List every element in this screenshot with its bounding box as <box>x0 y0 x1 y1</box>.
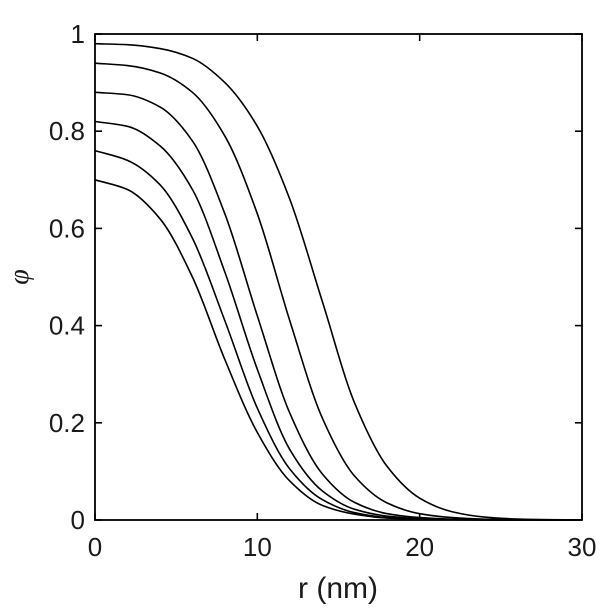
series-line-3 <box>94 120 582 521</box>
series-line-6 <box>94 42 583 521</box>
y-axis-label: φ <box>4 269 35 285</box>
x-tick-label: 20 <box>405 532 434 562</box>
series-line-5 <box>94 62 583 521</box>
x-axis-label: r (nm) <box>298 572 378 605</box>
y-tick-label: 0.6 <box>49 213 85 243</box>
y-tick-label: 1 <box>71 19 85 49</box>
y-tick-label: 0 <box>71 505 85 535</box>
x-tick-label: 30 <box>568 532 597 562</box>
ticks-layer <box>94 33 583 521</box>
y-tick-label: 0.2 <box>49 408 85 438</box>
tick-labels-layer: 0 10 20 30 0 0.2 0.4 0.6 0.8 1 <box>49 19 597 562</box>
series-line-1 <box>94 179 582 521</box>
x-tick-label: 10 <box>243 532 272 562</box>
curves-layer <box>94 42 583 521</box>
plot-frame <box>94 33 583 521</box>
series-line-2 <box>94 149 582 521</box>
y-tick-label: 0.8 <box>49 116 85 146</box>
x-tick-label: 0 <box>88 532 102 562</box>
y-tick-label: 0.4 <box>49 311 85 341</box>
series-line-4 <box>94 91 582 521</box>
